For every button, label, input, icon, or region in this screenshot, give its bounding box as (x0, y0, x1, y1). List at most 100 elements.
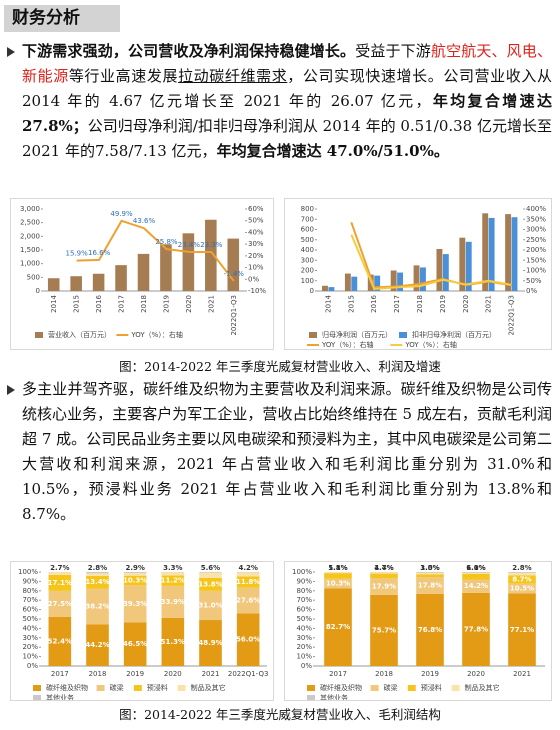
data-label: 3.3% (163, 564, 182, 572)
y-tick-label: 150% (526, 256, 546, 264)
x-tick-label: 2019 (126, 670, 144, 678)
legend-swatch (399, 332, 407, 338)
y-tick-label: 10% (22, 653, 38, 661)
legend-label: 碳梁 (110, 683, 124, 692)
data-label: 3.0% (420, 564, 439, 572)
y-tick-label: 50% (248, 217, 264, 225)
text-run: 等行业高速发展 (68, 67, 179, 85)
data-label: 6.1% (466, 564, 485, 572)
data-label: 25.8% (155, 238, 178, 246)
bar-segment (416, 593, 444, 666)
y-tick-label: 80% (296, 587, 312, 595)
y-tick-label: 40% (296, 624, 312, 632)
data-label: 52.4% (48, 637, 72, 645)
data-label: 1.1% (328, 564, 347, 572)
data-label: 13.4% (85, 578, 109, 586)
x-tick-label: 2019 (439, 295, 447, 313)
bar-segment (161, 575, 185, 586)
bar-segment (199, 572, 222, 573)
paragraph: 多主业并驾齐驱，碳纤维及织物为主要营收及利润来源。碳纤维及织物是公司传统核心业务… (22, 377, 552, 527)
x-tick-label: 2018 (89, 670, 107, 678)
data-label: 49.9% (110, 210, 133, 218)
legend-swatch (309, 332, 317, 338)
bar-segment (161, 585, 185, 618)
y-tick-label: 2,000 (20, 232, 40, 240)
data-label: 2.8% (88, 564, 107, 572)
data-label: 43.6% (133, 217, 156, 225)
bar-segment (462, 573, 490, 580)
y-tick-label: 2,500 (20, 219, 40, 227)
data-label: 31.0% (198, 601, 222, 609)
x-tick-label: 2022Q1-Q3 (228, 670, 269, 678)
data-label: 10.3% (123, 577, 147, 585)
bar (465, 241, 472, 291)
data-label: 39.3% (123, 600, 147, 608)
bar (511, 217, 518, 291)
x-tick-label: 2022Q1-Q3 (230, 295, 238, 336)
bar (344, 273, 351, 291)
legend-label: 预浸料 (147, 683, 168, 692)
x-tick-label: 2015 (73, 295, 81, 313)
bar-segment (236, 576, 260, 588)
bar-segment (462, 592, 490, 666)
bar (413, 265, 420, 291)
bar-segment (48, 616, 72, 666)
bar-segment (123, 572, 147, 576)
bar (488, 217, 495, 291)
y-tick-label: 0% (301, 662, 312, 670)
data-label: 5.6% (201, 564, 220, 572)
chart: 0%10% 20%30% 40%50%60% 70%80% 90%100% 2017 201… (10, 561, 274, 701)
bar (328, 287, 335, 291)
bar-segment (508, 572, 536, 576)
data-label: 27.6% (236, 596, 260, 604)
y-tick-label: 10% (296, 653, 312, 661)
data-label: 23.4% (178, 241, 201, 249)
data-label: 10.3% (326, 579, 350, 587)
y-tick-label: 0 (36, 287, 40, 295)
y-tick-label: 40% (22, 624, 38, 632)
data-label: 16.6% (88, 249, 111, 257)
text-run: ，公司实现快速增长。公司营业收入从 2014 年的 4.67 亿元增长至 202… (22, 67, 552, 110)
legend-swatch (35, 332, 43, 338)
x-tick-label: 2017 (329, 670, 347, 678)
bar (442, 254, 449, 291)
x-tick-label: 2021 (202, 670, 220, 678)
x-tick-label: 2017 (393, 295, 401, 313)
data-label: 4.2% (238, 564, 257, 572)
bar-segment (48, 574, 72, 591)
legend-label: YOY（%）：右轴 (404, 340, 456, 349)
y-tick-label: 100% (292, 568, 312, 576)
data-label: 10.5% (510, 585, 534, 593)
bar-segment (370, 578, 398, 595)
bar (182, 233, 195, 291)
data-label: 56.0% (236, 636, 260, 644)
x-tick-label: 2020 (462, 295, 470, 313)
data-label: 8.7% (512, 576, 531, 584)
bar-segment (508, 593, 536, 666)
y-tick-label: 400 (301, 246, 314, 254)
data-label: 13.8% (198, 580, 222, 588)
bar (436, 248, 443, 291)
bar (205, 219, 217, 291)
bar (322, 285, 328, 291)
x-tick-label: 2016 (370, 294, 378, 312)
x-tick-label: 2018 (416, 295, 424, 313)
y-tick-label: 100% (526, 267, 546, 275)
bar-segment (416, 572, 444, 575)
bar-segment (416, 574, 444, 578)
y-tick-label: 300% (526, 226, 546, 234)
chart: 0%10% 20%30% 40%50%60% 70%80% 90%100% 2017 201… (284, 561, 552, 701)
bar-segment (416, 577, 444, 594)
y-tick-label: 90% (296, 577, 312, 585)
y-tick-label: 50% (22, 615, 38, 623)
x-tick-label: 2017 (118, 295, 126, 313)
y-tick-label: 20% (248, 252, 264, 260)
y-tick-label: 60% (248, 205, 264, 213)
bullet (7, 47, 15, 57)
bar-segment (236, 613, 260, 666)
y-tick-label: 40% (248, 228, 264, 236)
legend-swatch (307, 695, 315, 700)
bar (420, 267, 426, 291)
y-tick-label: 300 (301, 256, 314, 264)
